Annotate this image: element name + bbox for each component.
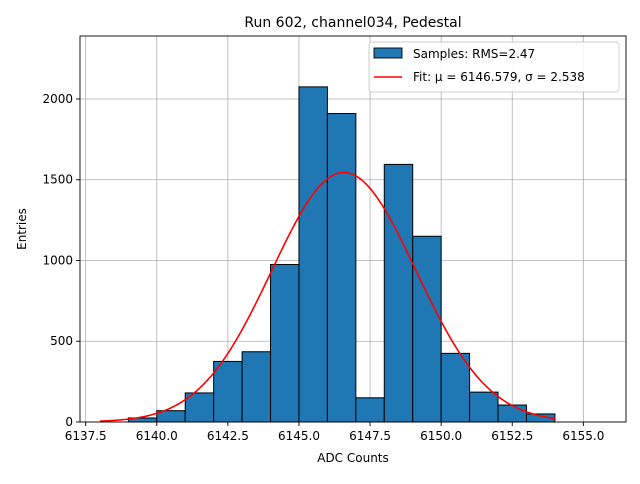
histogram-bar — [270, 264, 300, 423]
x-tick-label: 6152.5 — [491, 429, 533, 443]
histogram-bars — [127, 86, 556, 423]
histogram-bar — [298, 86, 328, 423]
gaussian-fit-curve — [99, 171, 556, 422]
x-tick-label: 6155.0 — [562, 429, 604, 443]
x-tick-label: 6145.0 — [278, 429, 320, 443]
histogram-bar — [412, 235, 442, 423]
histogram-bar — [469, 391, 499, 423]
y-tick-label: 1000 — [42, 253, 73, 267]
legend-label-fit: Fit: μ = 6146.579, σ = 2.538 — [413, 70, 585, 84]
plot-frame — [79, 35, 627, 423]
x-tick-label: 6150.0 — [420, 429, 462, 443]
legend: Samples: RMS=2.47 Fit: μ = 6146.579, σ =… — [368, 41, 620, 93]
y-tick-label: 0 — [65, 415, 73, 429]
histogram-bar — [241, 351, 272, 423]
x-tick-label: 6140.0 — [136, 429, 178, 443]
y-axis-label: Entries — [15, 208, 29, 250]
legend-label-samples: Samples: RMS=2.47 — [413, 47, 535, 61]
histogram-bar — [440, 352, 471, 423]
x-tick-label: 6137.5 — [65, 429, 107, 443]
x-tick-label: 6142.5 — [207, 429, 249, 443]
y-tick-label: 2000 — [42, 92, 73, 106]
histogram-bar — [355, 397, 385, 423]
y-tick-label: 500 — [50, 334, 73, 348]
legend-box — [368, 41, 620, 93]
histogram-bar — [326, 113, 357, 423]
chart-title: Run 602, channel034, Pedestal — [244, 15, 461, 31]
y-tick-label: 1500 — [42, 173, 73, 187]
legend-bars-swatch — [373, 47, 403, 59]
histogram-bar — [213, 360, 243, 423]
y-axis-ticks: 0 500 1000 1500 2000 — [42, 92, 80, 429]
x-tick-label: 6147.5 — [349, 429, 391, 443]
histogram-bar — [497, 404, 527, 423]
histogram-bar — [383, 163, 414, 423]
x-axis-label: ADC Counts — [317, 451, 389, 465]
x-axis-ticks: 6137.5 6140.0 6142.5 6145.0 6147.5 6150.0 6152… — [65, 422, 604, 443]
